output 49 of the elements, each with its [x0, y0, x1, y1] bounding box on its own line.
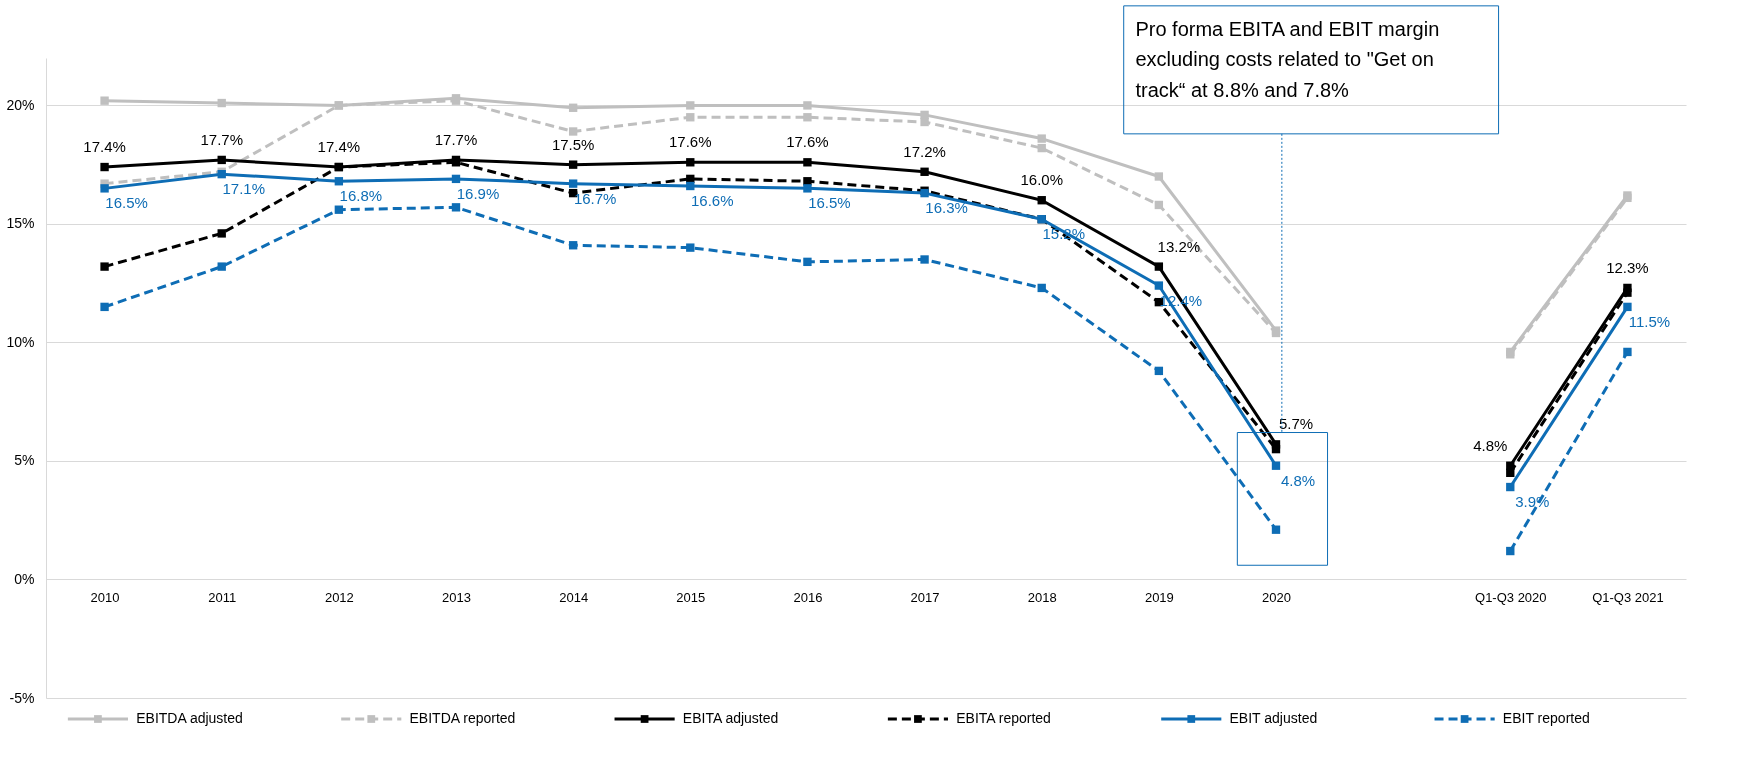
legend-label: EBITDA reported	[409, 710, 516, 726]
legend-label: EBIT adjusted	[1229, 710, 1318, 726]
data-label: 17.1%	[222, 180, 265, 198]
data-label: 4.8%	[1473, 436, 1508, 454]
data-label: 16.7%	[573, 189, 617, 207]
x-tick-label: 2015	[676, 589, 706, 605]
data-label: 16.5%	[105, 194, 148, 212]
data-label: 13.2%	[1157, 237, 1201, 255]
x-tick-label: 2018	[1027, 589, 1057, 605]
x-tick-label: 2010	[90, 589, 120, 605]
data-label: 17.5%	[551, 135, 595, 153]
x-tick-label: 2011	[208, 589, 237, 605]
x-tick-label: 2017	[910, 589, 940, 605]
data-label: 16.9%	[456, 184, 500, 202]
data-label: 5.7%	[1278, 415, 1314, 433]
data-label: 12.3%	[1606, 258, 1649, 276]
data-label: 11.5%	[1628, 312, 1671, 330]
x-tick-label: 2020	[1262, 589, 1291, 605]
legend-label: EBITA reported	[956, 710, 1051, 726]
x-tick-label: 2019	[1144, 589, 1174, 605]
data-label: 4.8%	[1280, 471, 1316, 489]
data-label: 16.5%	[808, 194, 851, 212]
y-tick-label: 10%	[6, 333, 35, 350]
x-tick-label: Q1-Q3 2020	[1475, 589, 1547, 605]
data-label: 16.0%	[1020, 171, 1063, 189]
y-tick-label: 15%	[6, 215, 35, 232]
legend-label: EBIT reported	[1502, 710, 1590, 726]
data-label: 17.4%	[317, 138, 361, 156]
legend-label: EBITA adjusted	[682, 710, 779, 726]
y-tick-label: -5%	[9, 689, 35, 706]
x-tick-label: 2013	[442, 589, 471, 605]
data-label: 17.6%	[669, 133, 712, 151]
data-label: 17.6%	[786, 133, 829, 151]
data-label: 17.7%	[200, 130, 243, 148]
y-tick-label: 20%	[6, 96, 35, 113]
x-tick-label: Q1-Q3 2021	[1592, 589, 1664, 605]
data-label: 16.6%	[691, 192, 734, 209]
data-label: 16.8%	[339, 187, 383, 205]
data-label: 17.2%	[903, 142, 946, 160]
legend-label: EBITDA adjusted	[136, 710, 243, 726]
y-tick-label: 5%	[14, 452, 35, 469]
annotation: Pro forma EBITA and EBIT margin excluding costs related to "Get on track“ at 8.8% and 7.8%	[1135, 17, 1440, 102]
data-label: 17.4%	[83, 138, 126, 156]
x-tick-label: 2016	[793, 589, 823, 605]
data-label: 17.7%	[434, 130, 478, 148]
x-tick-label: 2014	[559, 589, 589, 605]
y-tick-label: 0%	[14, 570, 35, 587]
x-tick-label: 2012	[324, 589, 354, 605]
data-label: 16.3%	[925, 199, 968, 217]
